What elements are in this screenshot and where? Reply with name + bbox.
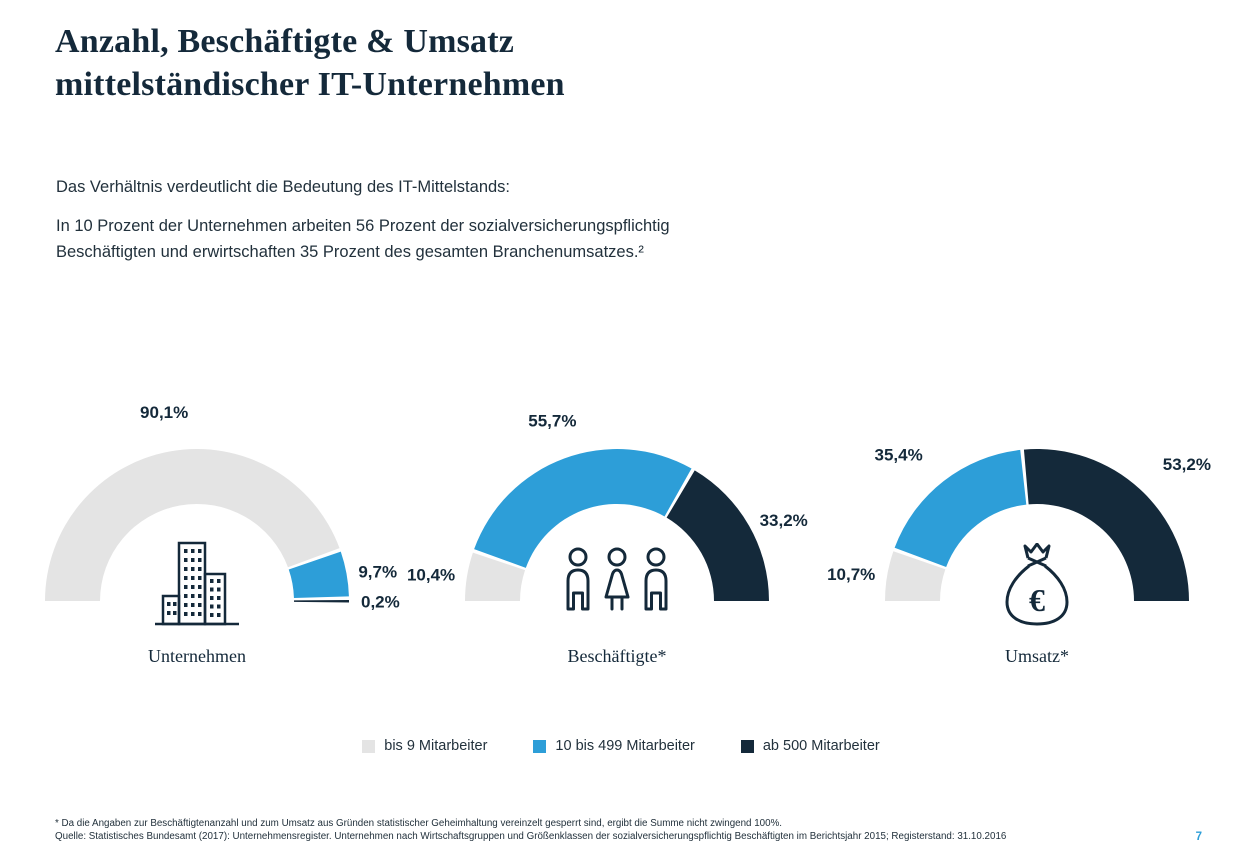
gauge-caption-beschaeftigte: Beschäftigte* (567, 646, 667, 666)
gauge-segment (1023, 449, 1189, 601)
page-number: 7 (1195, 831, 1202, 843)
segment-value-label: 35,4% (874, 445, 922, 464)
segment-value-label: 53,2% (1163, 455, 1211, 474)
segment-value-label: 33,2% (760, 511, 808, 530)
gauge-charts: 90,1% 9,7% 0,2% 10,4% 55,7% 33,2% 10,7% 35,4% 53… (45, 403, 1211, 611)
legend-swatch (740, 739, 754, 753)
gauge-caption-umsatz: Umsatz* (1005, 646, 1069, 666)
segment-value-label: 10,4% (407, 566, 455, 585)
gauge-segment (474, 449, 692, 568)
segment-value-label: 55,7% (528, 412, 576, 431)
segment-value-label: 90,1% (140, 403, 188, 422)
legend-label: ab 500 Mitarbeiter (762, 738, 880, 754)
legend-item: 10 bis 499 Mitarbeiter (533, 738, 695, 754)
intro-paragraph: In 10 Prozent der Unternehmen arbeiten 5… (56, 217, 670, 262)
legend-item: bis 9 Mitarbeiter (362, 738, 487, 754)
legend-label: bis 9 Mitarbeiter (384, 738, 488, 754)
gauge-caption-unternehmen: Unternehmen (148, 646, 246, 666)
intro-lead: Das Verhältnis verdeutlicht die Bedeutun… (56, 178, 510, 196)
buildings-icon (151, 540, 243, 631)
gauge-segment (45, 449, 340, 601)
svg-text:€: € (1029, 582, 1045, 618)
legend-label: 10 bis 499 Mitarbeiter (555, 738, 695, 754)
legend: bis 9 Mitarbeiter 10 bis 499 Mitarbeiter… (0, 738, 1242, 754)
gauge-segment (666, 470, 769, 601)
page-title-line2: mittelständischer IT-Unternehmen (55, 66, 565, 104)
page-title-line1: Anzahl, Beschäftigte & Umsatz (55, 23, 515, 60)
page-title: Anzahl, Beschäftigte & Umsatz mittelstän… (55, 20, 565, 106)
money-bag-icon: € (1000, 542, 1074, 632)
people-icon (558, 546, 676, 633)
gauge-segment (885, 551, 946, 601)
gauge-segment (894, 449, 1027, 568)
footnote-source: Quelle: Statistisches Bundesamt (2017): … (55, 831, 1007, 843)
legend-item: ab 500 Mitarbeiter (740, 738, 880, 754)
gauge-segment (465, 552, 526, 601)
legend-swatch (533, 739, 547, 753)
legend-swatch (362, 739, 376, 753)
segment-value-label: 0,2% (361, 592, 400, 611)
segment-value-label: 10,7% (827, 565, 875, 584)
gauge-segment (288, 551, 349, 599)
footnote-star: * Da die Angaben zur Beschäftigtenanzahl… (55, 817, 783, 829)
segment-value-label: 9,7% (358, 563, 397, 582)
gauge-segment (293, 600, 349, 603)
footnotes: * Da die Angaben zur Beschäftigtenanzahl… (55, 817, 1115, 844)
